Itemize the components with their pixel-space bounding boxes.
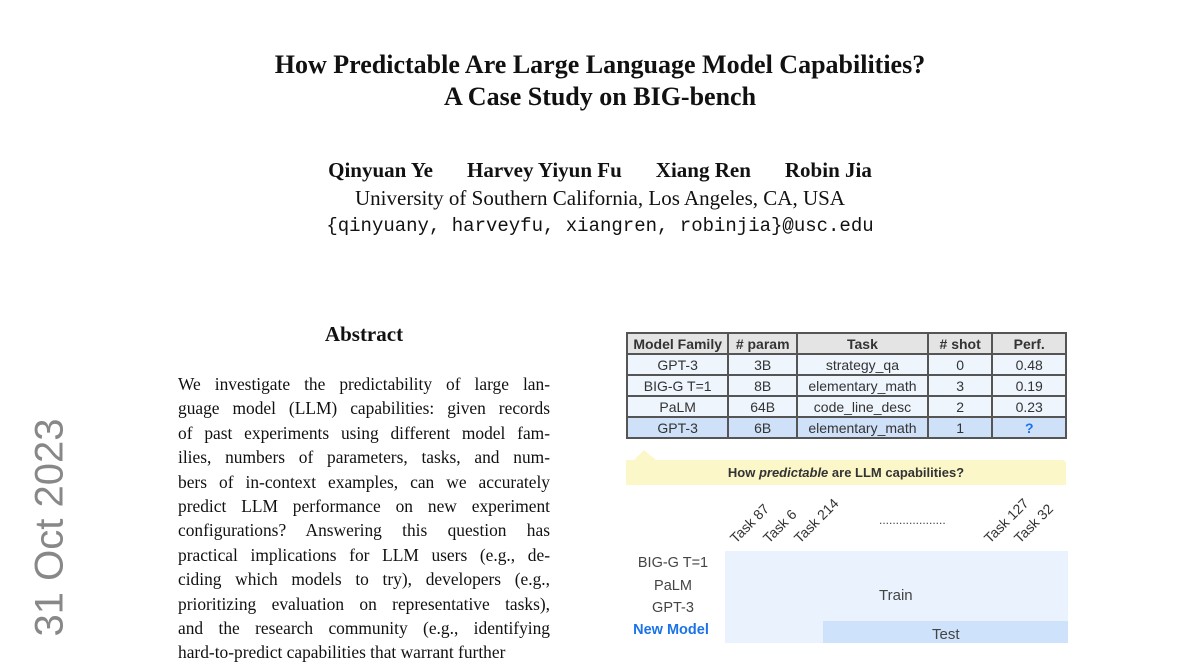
- column-header: Model Family: [625, 332, 730, 355]
- task-ellipsis: ....................: [879, 513, 946, 527]
- abstract-line: configurations? Answering this question …: [178, 520, 550, 541]
- task-label: Task 214: [790, 495, 842, 546]
- train-label: Train: [879, 587, 913, 604]
- paper-title-line-1: How Predictable Are Large Language Model…: [274, 50, 926, 79]
- affiliation: University of Southern California, Los A…: [355, 186, 845, 210]
- abstract-line: bers of in-context examples, can we accu…: [178, 471, 550, 492]
- author-list: Qinyuan Ye Harvey Yiyun Fu Xiang Ren Robin …: [0, 158, 1200, 183]
- author: Robin Jia: [784, 158, 872, 182]
- table-cell: 0.19: [991, 374, 1067, 397]
- table-cell: code_line_desc: [796, 395, 929, 418]
- table-cell: 6B: [727, 416, 799, 439]
- new-model-label: New Model: [633, 622, 709, 638]
- abstract-line: ciding which models to try), developers …: [178, 569, 550, 590]
- table-cell: ?: [991, 416, 1067, 439]
- table-cell: 64B: [727, 395, 799, 418]
- table-row: PaLM 64B code_line_desc 2 0.23: [625, 395, 1067, 418]
- abstract-line: prioritizing evaluation on representativ…: [178, 593, 550, 614]
- abstract-line: guage model (LLM) capabilities: given re…: [178, 398, 550, 419]
- table-row: BIG-G T=1 8B elementary_math 3 0.19: [625, 374, 1067, 397]
- abstract-line: and the research community (e.g., identi…: [178, 618, 550, 638]
- table-cell: 1: [926, 416, 994, 439]
- model-label: GPT-3: [652, 600, 694, 616]
- table-cell: BIG-G T=1: [625, 374, 730, 397]
- table-cell: elementary_math: [796, 416, 929, 439]
- table-cell: 8B: [727, 374, 799, 397]
- test-label: Test: [932, 626, 960, 643]
- table-header-row: Model Family # param Task # shot Perf.: [625, 332, 1067, 355]
- table-cell: 0.48: [991, 353, 1067, 376]
- table-cell: 0.23: [991, 395, 1067, 418]
- question-bubble: [626, 450, 1066, 485]
- table-cell: 3: [926, 374, 994, 397]
- table-cell: 3B: [727, 353, 799, 376]
- column-header: Task: [796, 332, 929, 355]
- abstract-heading: Abstract: [324, 322, 404, 346]
- abstract-line: of past experiments using different mode…: [178, 422, 550, 443]
- abstract-line: practical implications for LLM users (e.…: [178, 544, 550, 565]
- question-text: How predictable are LLM capabilities?: [727, 465, 965, 480]
- figure-table: Model Family # param Task # shot Perf. GPT-3…: [625, 332, 1067, 439]
- table-cell: elementary_math: [796, 374, 929, 397]
- abstract-line: hard-to-predict capabilities that warran…: [178, 642, 506, 663]
- column-header: # param: [727, 332, 799, 355]
- author: Xiang Ren: [655, 158, 751, 182]
- table-row: GPT-3 3B strategy_qa 0 0.48: [625, 353, 1067, 376]
- abstract-line: ilies, numbers of parameters, tasks, and…: [178, 447, 550, 468]
- model-label: BIG-G T=1: [637, 555, 709, 571]
- table-cell: GPT-3: [625, 416, 730, 439]
- author: Harvey Yiyun Fu: [466, 158, 622, 182]
- table-cell: GPT-3: [625, 353, 730, 376]
- column-header: Perf.: [991, 332, 1067, 355]
- abstract-line: predict LLM performance on new experimen…: [178, 496, 550, 516]
- table-cell: 2: [926, 395, 994, 418]
- table-cell: strategy_qa: [796, 353, 929, 376]
- abstract-line: We investigate the predictability of lar…: [178, 374, 550, 394]
- arxiv-date-stamp: 31 Oct 2023: [27, 418, 72, 637]
- model-label: PaLM: [654, 578, 692, 594]
- table-cell: PaLM: [625, 395, 730, 418]
- table-cell: 0: [926, 353, 994, 376]
- table-row: GPT-3 6B elementary_math 1?: [625, 416, 1067, 439]
- emails: {qinyuany, harveyfu, xiangren, robinjia}…: [326, 215, 874, 237]
- column-header: # shot: [926, 332, 994, 355]
- paper-title-line-2: A Case Study on BIG-bench: [443, 82, 757, 111]
- test-region: [823, 621, 1068, 643]
- author: Qinyuan Ye: [328, 158, 433, 182]
